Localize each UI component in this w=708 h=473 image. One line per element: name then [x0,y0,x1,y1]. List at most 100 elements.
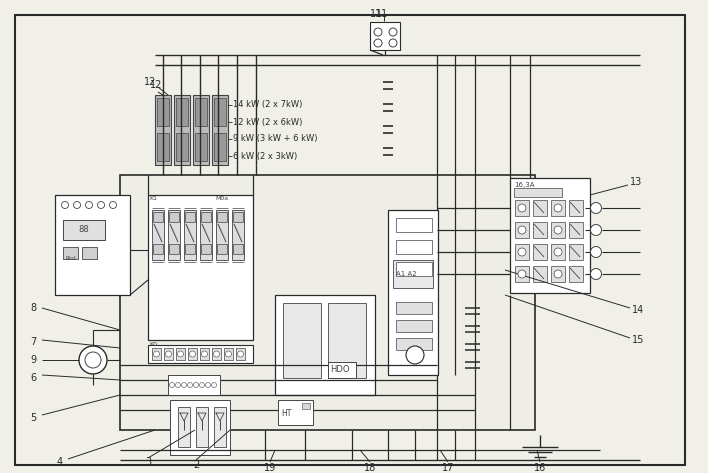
Circle shape [214,351,219,357]
Bar [396,320,432,332]
Bar [569,222,583,238]
Circle shape [374,39,382,47]
Circle shape [200,383,205,387]
Text: 88: 88 [79,226,89,235]
Bar [551,266,565,282]
Circle shape [74,201,81,209]
Circle shape [389,28,397,36]
Text: 6: 6 [30,373,36,383]
Text: Riot: Riot [65,256,76,262]
Circle shape [85,352,101,368]
Bar [63,247,78,259]
Circle shape [590,202,602,213]
Circle shape [374,28,382,36]
Bar [533,200,547,216]
Bar [176,133,188,161]
Bar [153,244,163,254]
Text: 13: 13 [630,177,642,187]
Text: K1: K1 [149,195,157,201]
Circle shape [178,351,183,357]
Bar [551,200,565,216]
Bar [533,266,547,282]
Bar [515,244,529,260]
Bar [153,212,163,222]
Text: HDO: HDO [330,366,350,375]
Bar [214,98,226,126]
Bar [168,210,180,260]
Bar [233,212,243,222]
Bar [63,220,105,240]
Circle shape [554,204,562,212]
Circle shape [590,246,602,257]
Bar [185,212,195,222]
Bar [176,98,188,126]
Circle shape [205,383,210,387]
Text: K0: K0 [149,342,157,347]
Bar [224,348,233,360]
Text: 19: 19 [264,463,276,473]
Bar [195,98,207,126]
Bar [551,222,565,238]
Bar [569,200,583,216]
Bar [201,212,211,222]
Circle shape [190,351,195,357]
Text: 12 kW (2 x 6kW): 12 kW (2 x 6kW) [233,117,302,126]
Bar [551,244,565,260]
Text: 12: 12 [150,80,162,90]
Bar [169,212,179,222]
Bar [178,407,190,447]
Text: 5: 5 [30,413,36,423]
Text: 4: 4 [57,457,63,467]
Bar [169,244,179,254]
Bar [184,210,196,260]
Bar [232,210,244,260]
Bar [396,218,432,232]
Text: 11: 11 [376,9,388,19]
Text: 9: 9 [30,355,36,365]
Bar [201,244,211,254]
Bar [569,244,583,260]
Text: 14: 14 [632,305,644,315]
Text: 8: 8 [30,303,36,313]
Text: 7: 7 [30,337,36,347]
Bar [193,95,209,165]
Bar [214,407,226,447]
Bar [515,266,529,282]
Bar [196,407,208,447]
Circle shape [554,270,562,278]
Bar [157,133,169,161]
Circle shape [389,39,397,47]
Text: 16,3A: 16,3A [514,182,535,188]
Circle shape [86,201,93,209]
Bar [200,210,212,260]
Bar [214,133,226,161]
Bar [396,338,432,350]
Circle shape [62,201,69,209]
Bar [155,95,171,165]
Circle shape [154,351,159,357]
Bar [120,175,535,430]
Bar [168,375,220,395]
Text: A1 A2: A1 A2 [396,271,416,277]
Bar [217,244,227,254]
Circle shape [188,383,193,387]
Circle shape [518,270,526,278]
Text: HT: HT [281,409,292,418]
Bar [55,195,130,295]
Bar [236,348,245,360]
Bar [283,303,321,378]
Text: 11: 11 [370,9,382,19]
Bar [185,244,195,254]
Bar [188,348,197,360]
Circle shape [554,226,562,234]
Bar [275,295,375,395]
Text: 2: 2 [193,460,199,470]
Circle shape [590,269,602,280]
Bar [396,262,432,276]
Bar [396,302,432,314]
Text: 16: 16 [534,463,546,473]
Bar [216,210,228,260]
Bar [533,222,547,238]
Bar [164,348,173,360]
Circle shape [554,248,562,256]
